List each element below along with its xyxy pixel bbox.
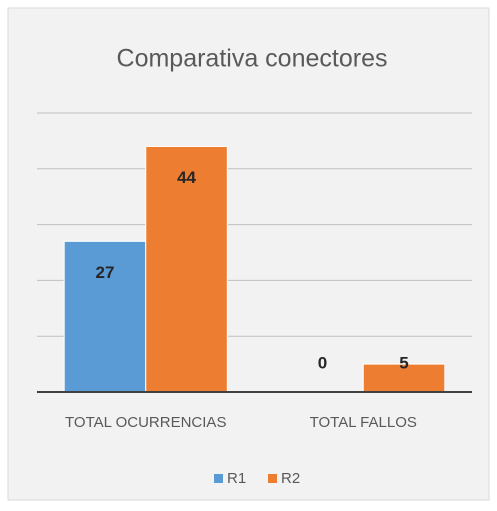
data-label: 27 bbox=[96, 263, 115, 282]
x-tick-label: TOTAL OCURRENCIAS bbox=[65, 414, 226, 431]
legend-swatch bbox=[268, 474, 277, 483]
chart-title: Comparativa conectores bbox=[117, 45, 388, 73]
legend-swatch bbox=[214, 474, 223, 483]
legend-label: R2 bbox=[281, 470, 300, 487]
bar bbox=[145, 145, 228, 393]
data-label: 44 bbox=[177, 168, 196, 187]
data-label: 5 bbox=[399, 353, 408, 372]
data-label: 0 bbox=[318, 353, 327, 372]
x-tick-label: TOTAL FALLOS bbox=[310, 414, 417, 431]
legend-label: R1 bbox=[227, 470, 246, 487]
